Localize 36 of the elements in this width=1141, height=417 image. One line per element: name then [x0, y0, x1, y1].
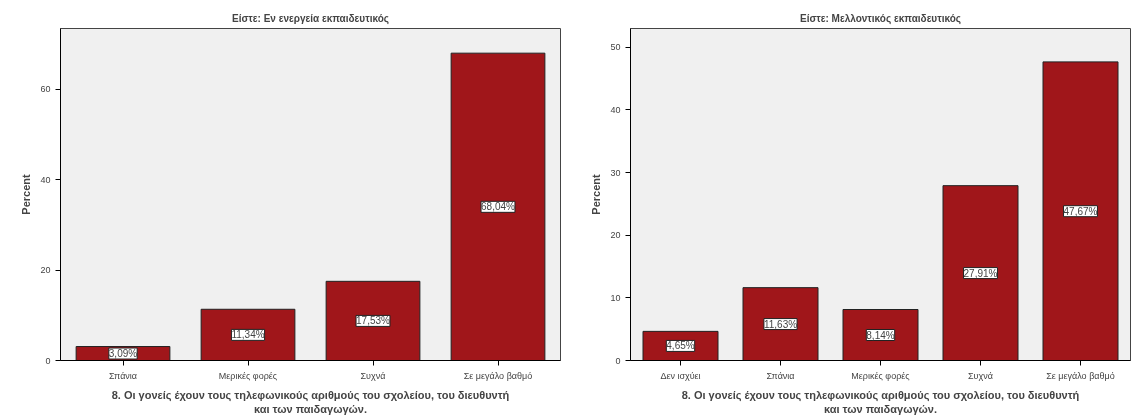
data-label: 8,14%	[866, 329, 895, 341]
chart-title: Είστε: Εν ενεργεία εκπαιδευτικός	[232, 12, 389, 25]
x-axis-title: 8. Οι γονείς έχουν τους τηλεφωνικούς αριθμούς του σχολείου, του διευθυντή και των παιδαγωγών.	[681, 388, 1080, 415]
x-tick-label: Μερικές φορές	[218, 370, 278, 381]
x-tick-label: Σπάνια	[766, 370, 795, 381]
bar	[200, 308, 296, 361]
x-tick-label: Σε μεγάλο βαθμό	[1046, 370, 1115, 381]
bar	[942, 185, 1019, 361]
y-tick-label: 60	[40, 84, 51, 95]
y-tick-label: 10	[610, 292, 621, 303]
bar	[1042, 61, 1119, 361]
y-tick-label: 50	[610, 42, 621, 53]
x-tick-label: Συχνά	[360, 370, 386, 381]
bar	[450, 52, 546, 361]
x-tick-label: Σε μεγάλο βαθμό	[463, 370, 533, 381]
x-axis-title: 8. Οι γονείς έχουν τους τηλεφωνικούς αριθμούς του σχολείου, του διευθυντή και των παιδαγωγών.	[111, 388, 510, 415]
y-tick-label: 40	[610, 104, 621, 115]
chart-title: Είστε: Μελλοντικός εκπαιδευτικός	[800, 12, 961, 25]
y-tick-label: 30	[610, 167, 621, 178]
x-tick-label: Σπάνια	[108, 370, 138, 381]
y-axis-title: Percent	[20, 173, 33, 215]
y-tick-label: 20	[610, 230, 621, 241]
y-tick-label: 40	[40, 174, 51, 185]
x-tick-label: Συχνά	[968, 370, 993, 381]
x-tick-label: Δεν ισχύει	[660, 370, 701, 381]
data-label: 3,09%	[108, 348, 138, 360]
data-label: 27,91%	[963, 267, 998, 279]
bar	[842, 309, 919, 361]
y-tick-label: 0	[615, 355, 621, 366]
y-axis-title: Percent	[590, 173, 603, 215]
data-label: 11,63%	[763, 318, 798, 330]
bar	[742, 287, 819, 361]
y-tick-label: 0	[45, 355, 51, 366]
y-tick-label: 20	[40, 265, 51, 276]
bar	[325, 280, 421, 361]
x-tick-label: Μερικές φορές	[851, 370, 911, 381]
